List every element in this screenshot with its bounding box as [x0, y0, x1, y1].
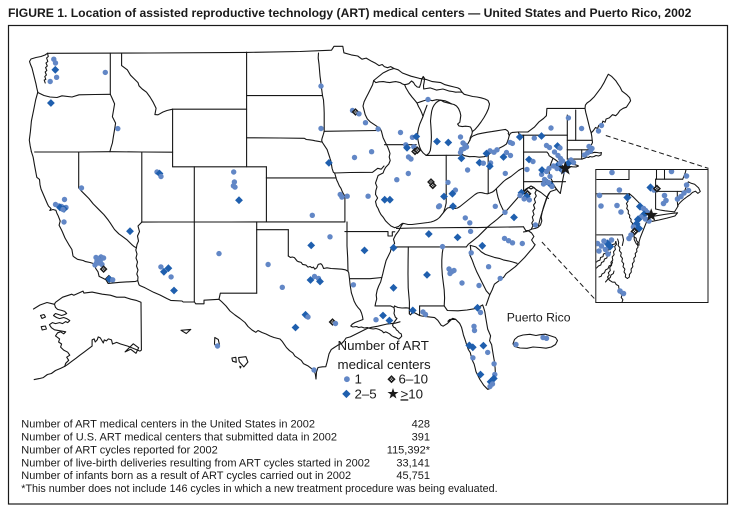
svg-text:Number of ART medical centers: Number of ART medical centers in the Uni…	[21, 419, 315, 431]
svg-text:Number of ART cycles reported: Number of ART cycles reported for 2002	[21, 444, 217, 456]
svg-text:2–5: 2–5	[355, 386, 377, 401]
svg-text:*This number does not include: *This number does not include 146 cycles…	[21, 483, 497, 495]
svg-text:Number of ART: Number of ART	[338, 338, 429, 353]
svg-text:45,751: 45,751	[396, 470, 430, 482]
svg-text:Number of infants born as a re: Number of infants born as a result of AR…	[21, 470, 351, 482]
svg-text:6–10: 6–10	[399, 372, 429, 387]
svg-text:FIGURE 1. Location of assisted: FIGURE 1. Location of assisted reproduct…	[8, 6, 692, 20]
svg-text:115,392*: 115,392*	[387, 444, 431, 456]
svg-text:>10: >10	[401, 386, 424, 401]
svg-text:Number of U.S. ART medical cen: Number of U.S. ART medical centers that …	[21, 432, 337, 444]
svg-text:medical centers: medical centers	[338, 357, 431, 372]
svg-text:391: 391	[412, 432, 430, 444]
svg-text:33,141: 33,141	[396, 457, 430, 469]
svg-text:Number of live-birth deliverie: Number of live-birth deliveries resultin…	[21, 457, 370, 469]
svg-text:1: 1	[355, 372, 362, 387]
svg-text:Puerto Rico: Puerto Rico	[507, 311, 571, 325]
svg-text:428: 428	[412, 419, 430, 431]
